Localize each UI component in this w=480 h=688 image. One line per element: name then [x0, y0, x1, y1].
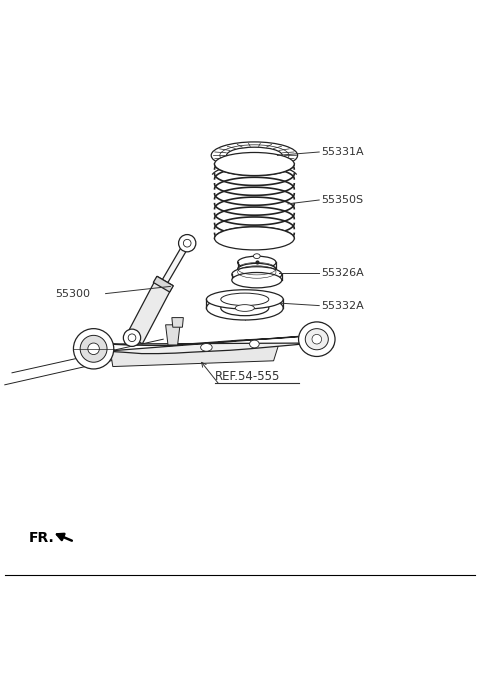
Ellipse shape	[232, 267, 282, 282]
Polygon shape	[127, 277, 173, 344]
Ellipse shape	[250, 340, 259, 348]
Text: 55350S: 55350S	[322, 195, 364, 205]
Ellipse shape	[215, 153, 294, 175]
Polygon shape	[305, 323, 334, 356]
Ellipse shape	[312, 334, 322, 344]
Ellipse shape	[305, 329, 328, 350]
Polygon shape	[153, 277, 173, 292]
Ellipse shape	[128, 334, 136, 342]
Ellipse shape	[227, 147, 282, 164]
Polygon shape	[172, 318, 183, 327]
Text: 55300: 55300	[55, 288, 90, 299]
Ellipse shape	[221, 301, 269, 316]
Ellipse shape	[221, 293, 269, 305]
Ellipse shape	[88, 343, 99, 354]
Text: FR.: FR.	[29, 531, 55, 546]
Polygon shape	[106, 335, 312, 354]
Text: 55326A: 55326A	[322, 268, 364, 278]
Ellipse shape	[80, 335, 107, 363]
Ellipse shape	[215, 227, 294, 250]
Ellipse shape	[179, 235, 196, 252]
Ellipse shape	[299, 322, 335, 356]
Text: 55331A: 55331A	[322, 147, 364, 157]
Ellipse shape	[253, 254, 260, 259]
Polygon shape	[166, 325, 180, 345]
Ellipse shape	[235, 305, 254, 312]
Polygon shape	[110, 345, 278, 367]
Ellipse shape	[183, 239, 191, 247]
Ellipse shape	[238, 264, 276, 276]
Ellipse shape	[206, 296, 283, 320]
Text: 55332A: 55332A	[322, 301, 364, 310]
Ellipse shape	[211, 142, 298, 169]
Ellipse shape	[73, 329, 114, 369]
Ellipse shape	[232, 272, 282, 288]
Ellipse shape	[206, 290, 283, 309]
Ellipse shape	[238, 256, 276, 268]
Ellipse shape	[123, 329, 141, 346]
Ellipse shape	[201, 343, 212, 351]
Polygon shape	[162, 241, 190, 283]
Text: REF.54-555: REF.54-555	[215, 370, 280, 383]
